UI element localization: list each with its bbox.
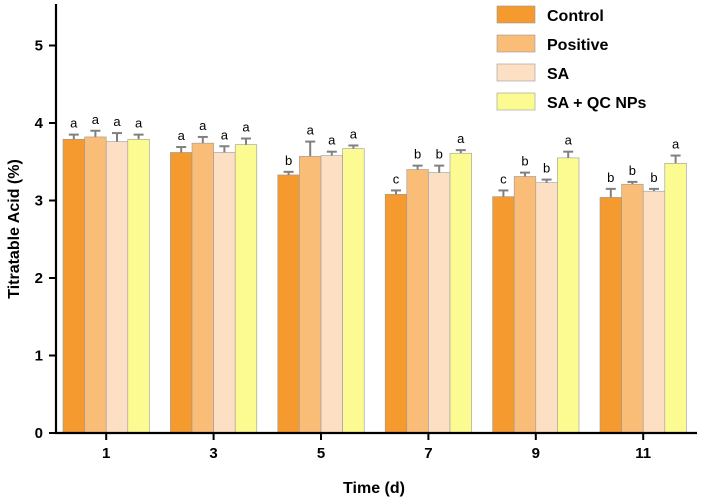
bar xyxy=(664,163,687,434)
bar xyxy=(599,197,622,434)
significance-label: a xyxy=(328,133,336,148)
bar xyxy=(84,136,107,434)
bar xyxy=(320,155,343,434)
bar xyxy=(535,182,558,434)
y-axis-title: Titratable Acid (%) xyxy=(6,159,23,299)
bar xyxy=(170,152,193,434)
bar xyxy=(62,138,85,434)
bar xyxy=(191,142,214,434)
legend-swatch xyxy=(496,92,536,111)
legend-label: Positive xyxy=(547,37,608,54)
x-tick-label: 1 xyxy=(102,445,110,462)
significance-label: a xyxy=(178,128,186,143)
x-axis-title: Time (d) xyxy=(343,480,405,497)
bar xyxy=(449,152,472,434)
x-tick-label: 3 xyxy=(209,445,217,462)
y-tick-label: 0 xyxy=(35,425,43,442)
y-tick-label: 3 xyxy=(35,193,43,210)
significance-label: a xyxy=(70,116,78,131)
significance-label: b xyxy=(414,147,421,162)
x-tick-label: 9 xyxy=(532,445,540,462)
legend-label: SA xyxy=(547,66,570,83)
significance-label: c xyxy=(500,171,507,186)
x-tick-label: 7 xyxy=(424,445,432,462)
significance-label: b xyxy=(629,163,636,178)
significance-label: b xyxy=(285,153,292,168)
significance-label: b xyxy=(436,147,443,162)
significance-label: a xyxy=(221,127,229,142)
legend-label: Control xyxy=(547,8,604,25)
significance-label: a xyxy=(135,116,143,131)
legend-swatch xyxy=(496,63,536,82)
significance-label: a xyxy=(242,120,250,135)
x-tick-label: 11 xyxy=(635,445,651,462)
bar xyxy=(213,152,236,434)
significance-label: b xyxy=(650,170,657,185)
significance-label: a xyxy=(457,131,465,146)
significance-label: a xyxy=(307,123,315,138)
bar xyxy=(406,169,429,434)
y-tick-label: 4 xyxy=(35,115,44,132)
significance-label: b xyxy=(607,170,614,185)
bar xyxy=(234,144,258,434)
bar xyxy=(428,172,451,434)
bar xyxy=(557,157,580,434)
significance-label: c xyxy=(393,171,400,186)
bar xyxy=(642,190,666,434)
significance-label: a xyxy=(199,118,207,133)
legend-label: SA + QC NPs xyxy=(547,95,647,112)
y-tick-label: 2 xyxy=(35,270,43,287)
bar xyxy=(105,141,129,434)
significance-label: a xyxy=(672,137,680,152)
significance-label: a xyxy=(350,126,358,141)
significance-label: a xyxy=(565,133,573,148)
x-tick-label: 5 xyxy=(317,445,325,462)
significance-label: a xyxy=(92,112,100,127)
bar xyxy=(384,194,408,434)
bar xyxy=(513,176,537,434)
bar xyxy=(342,148,365,434)
y-tick-label: 5 xyxy=(35,38,43,55)
legend: Control Positive SA SA + QC NPs xyxy=(496,5,647,112)
bar xyxy=(299,156,322,434)
y-tick-label: 1 xyxy=(35,348,43,365)
legend-swatch xyxy=(496,5,536,24)
bar xyxy=(621,183,644,434)
significance-label: b xyxy=(521,154,528,169)
bar xyxy=(492,196,515,434)
significance-label: a xyxy=(113,114,121,129)
legend-swatch xyxy=(496,34,536,53)
bar xyxy=(127,138,150,434)
bar xyxy=(277,174,300,434)
significance-label: b xyxy=(543,161,550,176)
axes: Titratable Acid (%) Time (d) 0 1 2 3 4 5 1 3 5 7 9… xyxy=(6,4,697,497)
